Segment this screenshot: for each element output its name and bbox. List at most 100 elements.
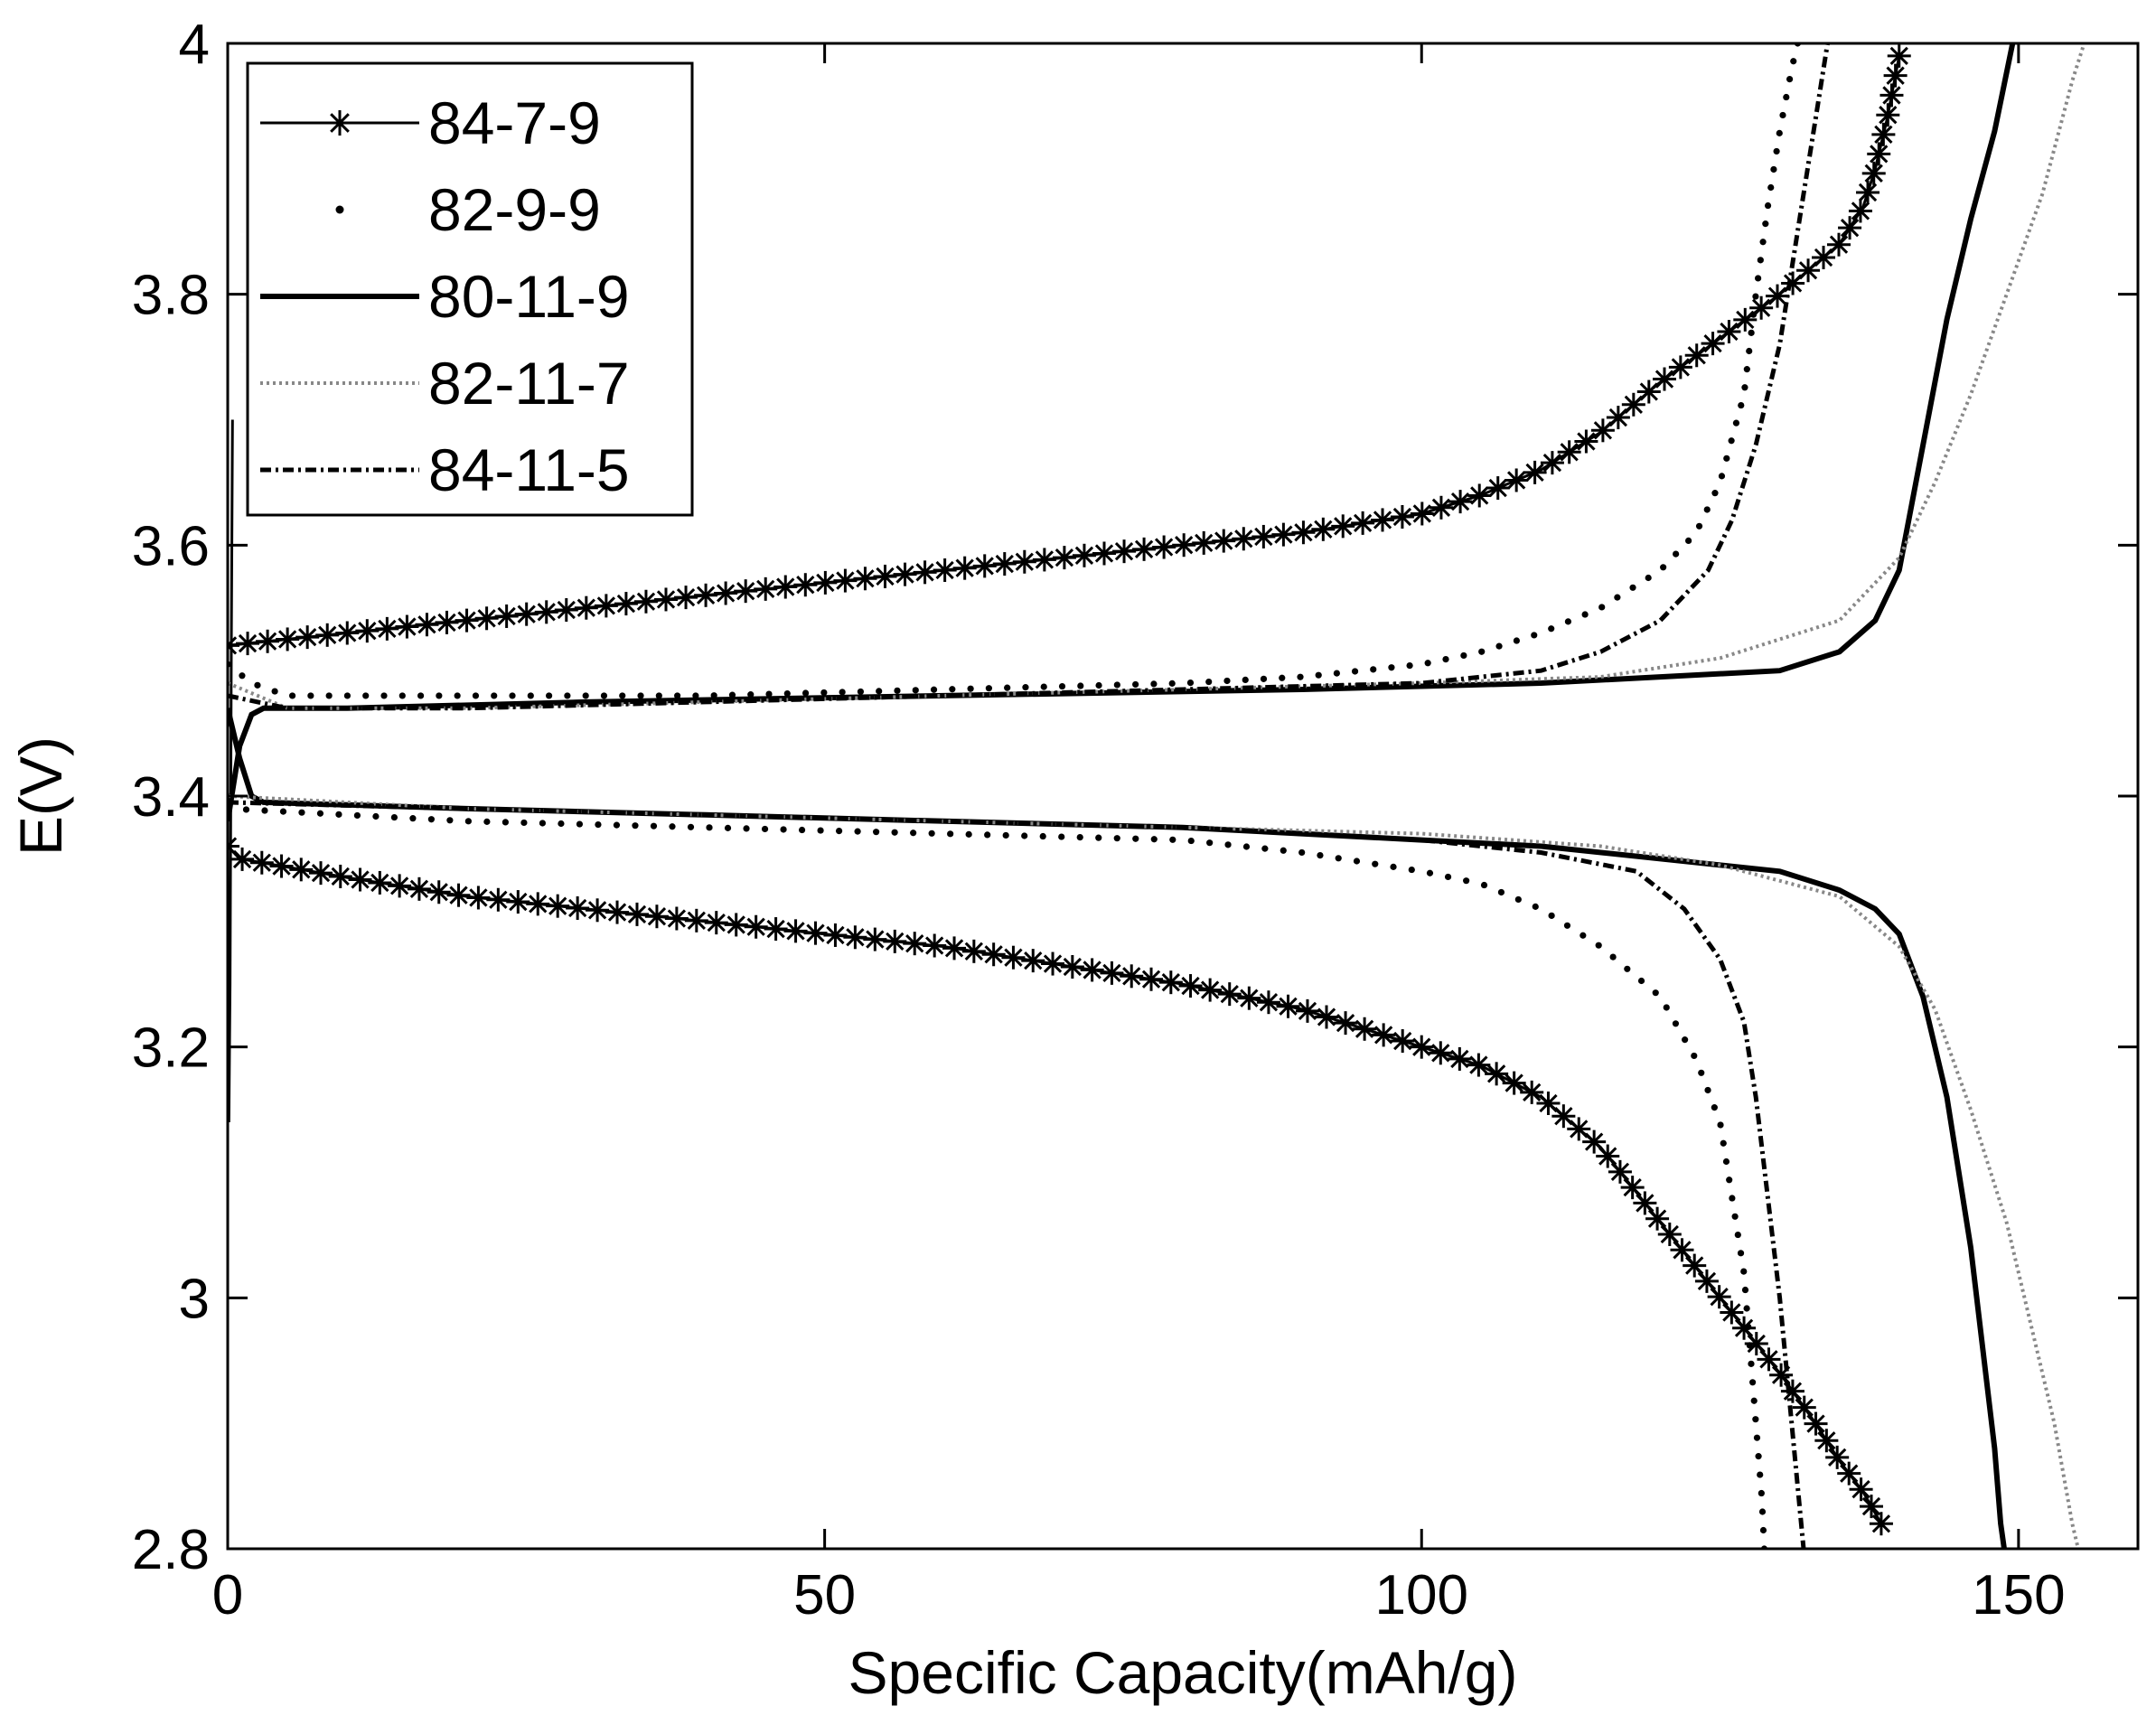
star-marker: [355, 619, 380, 643]
star-marker: [933, 558, 957, 583]
dot-marker: [637, 692, 644, 699]
dot-marker: [817, 827, 824, 834]
dot-marker: [1390, 863, 1397, 870]
y-axis-title: E(V): [7, 736, 74, 856]
dot-marker: [1726, 1176, 1733, 1184]
dot-marker: [325, 692, 333, 699]
dot-marker: [1333, 670, 1340, 677]
star-marker: [1467, 1053, 1491, 1077]
star-marker: [1112, 539, 1137, 564]
dot-marker: [1762, 220, 1769, 228]
dot-marker: [1076, 834, 1083, 841]
star-marker: [1856, 180, 1880, 204]
dot-marker: [520, 819, 528, 827]
dot-marker: [1224, 841, 1232, 848]
legend-item: 82-9-9: [335, 176, 601, 243]
dot-marker: [743, 825, 750, 832]
dot-marker: [298, 809, 305, 816]
dot-marker: [239, 672, 246, 680]
star-marker: [256, 629, 280, 653]
star-marker: [1867, 142, 1891, 166]
dot-marker: [353, 811, 361, 820]
dot-marker: [1737, 1250, 1745, 1257]
dot-marker: [687, 823, 695, 830]
dot-marker: [1673, 550, 1680, 558]
dot-marker: [454, 692, 461, 699]
dot-marker: [891, 829, 898, 836]
dot-marker: [1040, 683, 1047, 690]
star-marker: [754, 576, 778, 601]
star-marker: [1780, 1379, 1804, 1403]
star-marker: [1331, 514, 1355, 539]
star-marker: [614, 592, 638, 616]
star-marker: [1467, 483, 1492, 508]
dot-marker: [798, 826, 806, 834]
dot-marker: [1002, 831, 1009, 839]
star-marker: [1391, 1029, 1415, 1054]
dot-marker: [1748, 1360, 1755, 1367]
star-marker: [1848, 199, 1872, 223]
star-marker: [605, 900, 630, 924]
star-marker: [1826, 232, 1851, 257]
star-marker: [1212, 529, 1236, 553]
star-marker: [328, 864, 352, 888]
dot-marker: [1614, 594, 1621, 601]
dot-marker: [1758, 1489, 1765, 1497]
star-marker: [773, 575, 798, 599]
dot-marker: [1280, 847, 1287, 854]
star-marker: [1536, 1092, 1561, 1116]
star-marker: [1582, 1129, 1607, 1154]
star-marker: [1707, 1285, 1731, 1309]
star-marker: [1080, 958, 1104, 982]
axis-ticks: 0 50 100 150 2.8 3 3.2 3.4 3.6 3.8 4: [132, 14, 2138, 1626]
star-marker: [486, 887, 511, 912]
legend-label: 84-7-9: [428, 89, 601, 156]
dot-marker: [1767, 183, 1775, 192]
dot-marker: [600, 692, 608, 699]
dot-marker: [1497, 888, 1505, 896]
dot-marker: [483, 818, 491, 825]
dot-marker: [984, 831, 991, 839]
dot-marker: [335, 811, 342, 818]
star-marker: [1694, 1269, 1719, 1293]
dot-marker: [427, 816, 435, 823]
dot-marker: [780, 826, 787, 833]
star-marker: [873, 564, 897, 588]
x-tick-label: 50: [793, 1564, 856, 1626]
dot-marker: [564, 692, 571, 699]
star-marker: [992, 552, 1017, 576]
star-marker: [1334, 1011, 1358, 1036]
star-marker: [793, 573, 818, 597]
star-marker: [1429, 1041, 1453, 1065]
star-marker: [594, 594, 618, 618]
dot-marker: [1723, 455, 1730, 462]
star-marker: [1271, 522, 1296, 547]
dot-marker: [1022, 684, 1029, 691]
dot-marker: [1372, 860, 1379, 867]
dot-marker: [1637, 977, 1645, 985]
star-marker: [228, 633, 239, 658]
dot-marker: [1748, 329, 1755, 336]
star-marker: [972, 554, 997, 578]
series-line-charge: [228, 43, 2016, 822]
star-marker: [1132, 537, 1157, 561]
plot-data-layer: [228, 43, 2086, 1549]
star-marker: [1502, 1071, 1526, 1095]
dot-marker: [446, 817, 454, 824]
star-marker: [494, 604, 519, 628]
star-marker: [1859, 1495, 1883, 1519]
star-marker: [1796, 258, 1821, 283]
dot-marker: [1738, 401, 1745, 409]
star-marker: [534, 600, 558, 624]
x-axis-title: Specific Capacity(mAh/g): [848, 1639, 1518, 1706]
dot-marker: [1711, 490, 1719, 497]
dot-marker: [464, 818, 472, 825]
dot-marker: [854, 828, 861, 835]
star-marker: [474, 606, 499, 631]
star-marker: [724, 913, 748, 937]
dot-marker: [613, 821, 621, 829]
dot-marker: [1242, 676, 1249, 684]
star-marker: [893, 562, 917, 586]
legend-label: 82-11-7: [428, 350, 630, 417]
dot-marker: [1353, 858, 1361, 865]
